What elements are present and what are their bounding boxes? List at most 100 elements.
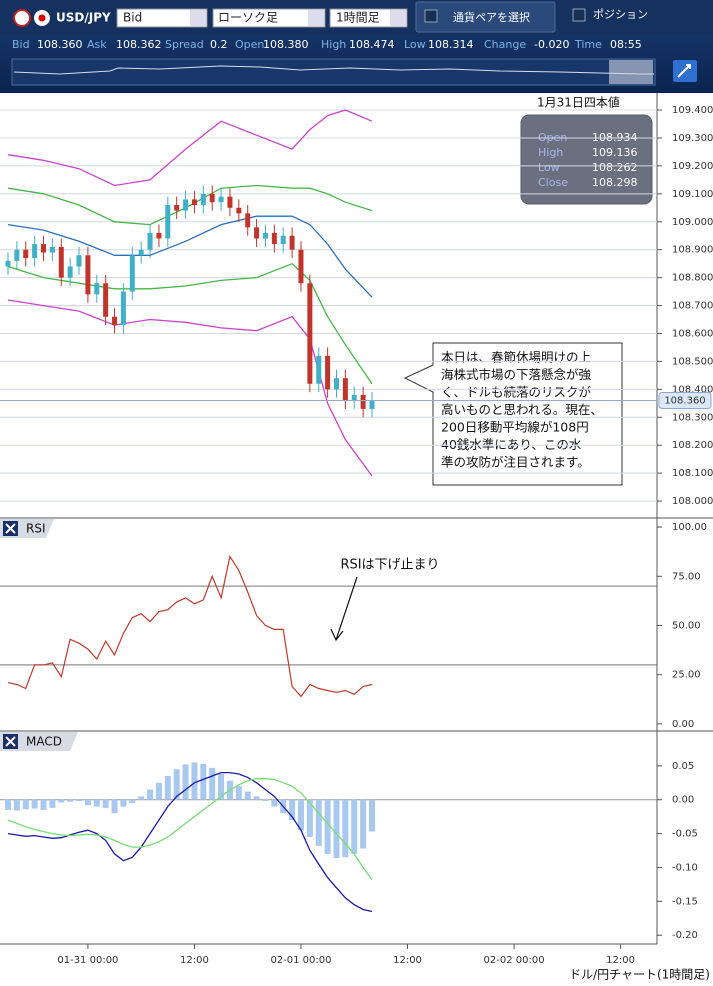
price-label: 108.360 [664, 396, 705, 407]
candle-body [174, 205, 180, 211]
close-icon [5, 523, 16, 534]
y-tick-label: 0.05 [672, 761, 694, 772]
candle-body [218, 196, 224, 203]
quote-label: Open [235, 38, 264, 51]
dropdown-arrow [308, 10, 324, 26]
ohlc-value: 108.262 [592, 161, 638, 174]
y-tick-label: 109.300 [672, 133, 713, 144]
quote-value: 108.314 [428, 38, 474, 51]
checkbox[interactable] [424, 9, 438, 23]
price-type-select[interactable] [116, 8, 208, 28]
candle-body [351, 394, 357, 401]
y-tick-label: 50.00 [672, 620, 701, 631]
candle-body [325, 355, 331, 390]
annotation-line: 海株式市場の下落懸念が強 [441, 367, 592, 382]
x-tick-label: 12:00 [393, 955, 422, 966]
y-tick-label: 108.500 [672, 356, 713, 367]
y-tick-label: 0.00 [672, 719, 694, 730]
select-pair[interactable]: 通貨ペアを選択 [453, 10, 530, 24]
annotation: 本日は、春節休場明けの上海株式市場の下落懸念が強く、ドルも続落のリスクが高いもの… [441, 350, 603, 470]
panel-title: MACD [26, 735, 62, 749]
price-type[interactable]: Bid [123, 11, 142, 25]
navigator-window[interactable] [609, 60, 653, 84]
ohlc-label: Close [538, 176, 568, 189]
line-series [7, 184, 373, 226]
annotation-box [403, 342, 623, 486]
histogram-bar [129, 799, 136, 804]
checkbox[interactable] [572, 8, 586, 22]
quote-value: 108.380 [263, 38, 309, 51]
quote-label: Time [574, 38, 602, 51]
candle-body [236, 207, 242, 214]
line-series [7, 262, 373, 385]
candle-body [14, 249, 20, 261]
ohlc-box [520, 114, 653, 205]
histogram-bar [4, 799, 11, 810]
histogram-bar [111, 799, 118, 814]
histogram-bar [191, 762, 198, 800]
candle-body [165, 205, 171, 239]
pair[interactable]: USD/JPY [56, 11, 111, 25]
candle-body [138, 249, 144, 256]
candle-body [76, 255, 82, 267]
histogram-bar [58, 799, 65, 803]
line-series [7, 109, 373, 187]
y-tick-label: -0.20 [672, 930, 698, 941]
line-series [7, 215, 373, 298]
quote-label: Bid [12, 38, 30, 51]
plot-area [0, 762, 657, 913]
histogram-bar [182, 764, 189, 800]
histogram-bar [235, 786, 242, 800]
candle-body [289, 235, 295, 250]
quote-value: 108.360 [37, 38, 83, 51]
y-tick-label: 108.800 [672, 273, 713, 284]
histogram-bar [253, 796, 260, 800]
x-tick-label: 01-31 00:00 [57, 955, 118, 966]
ohlc-value: 109.136 [592, 146, 638, 159]
line-series [7, 299, 373, 477]
close-icon [5, 736, 16, 747]
histogram-bar [360, 799, 367, 849]
histogram-bar [67, 799, 74, 802]
histogram-bar [271, 799, 278, 807]
y-tick-label: 108.900 [672, 245, 713, 256]
histogram-bar [351, 799, 358, 854]
histogram-bar [333, 799, 340, 858]
candle-body [280, 235, 286, 245]
panel-tab [0, 732, 78, 751]
timeframe-select[interactable] [329, 8, 408, 28]
chart-style[interactable]: ローソク足 [218, 11, 278, 25]
position[interactable]: ポジション [593, 8, 648, 21]
candle-body [94, 283, 100, 295]
y-tick-label: 109.100 [672, 189, 713, 200]
candle-body [85, 255, 91, 295]
y-tick-label: -0.10 [672, 862, 698, 873]
candle-body [67, 266, 73, 278]
y-tick-label: 108.400 [672, 384, 713, 395]
style-select[interactable] [212, 8, 326, 28]
annotation-line: 高いものと思われる。現在、 [441, 402, 603, 417]
expand-icon [677, 64, 691, 78]
candle-body [58, 246, 64, 278]
quote-label: Low [404, 38, 426, 51]
y-tick-label: 100.00 [672, 522, 707, 533]
histogram-bar [31, 799, 38, 809]
candle-body [333, 378, 339, 390]
timeframe[interactable]: 1時間足 [336, 11, 380, 25]
candle-body [360, 394, 366, 409]
histogram-bar [369, 799, 376, 832]
candle-body [112, 316, 118, 326]
panel-title: RSI [26, 522, 46, 536]
candle-body [5, 260, 11, 267]
y-tick-label: 108.300 [672, 412, 713, 423]
candle-body [23, 249, 29, 259]
histogram-bar [200, 763, 207, 800]
histogram-bar [76, 799, 83, 802]
y-tick-label: 0.00 [672, 795, 694, 806]
select-pair-button[interactable] [415, 1, 556, 33]
histogram-bar [297, 799, 304, 831]
histogram-bar [120, 799, 127, 807]
navigator[interactable] [11, 58, 656, 86]
